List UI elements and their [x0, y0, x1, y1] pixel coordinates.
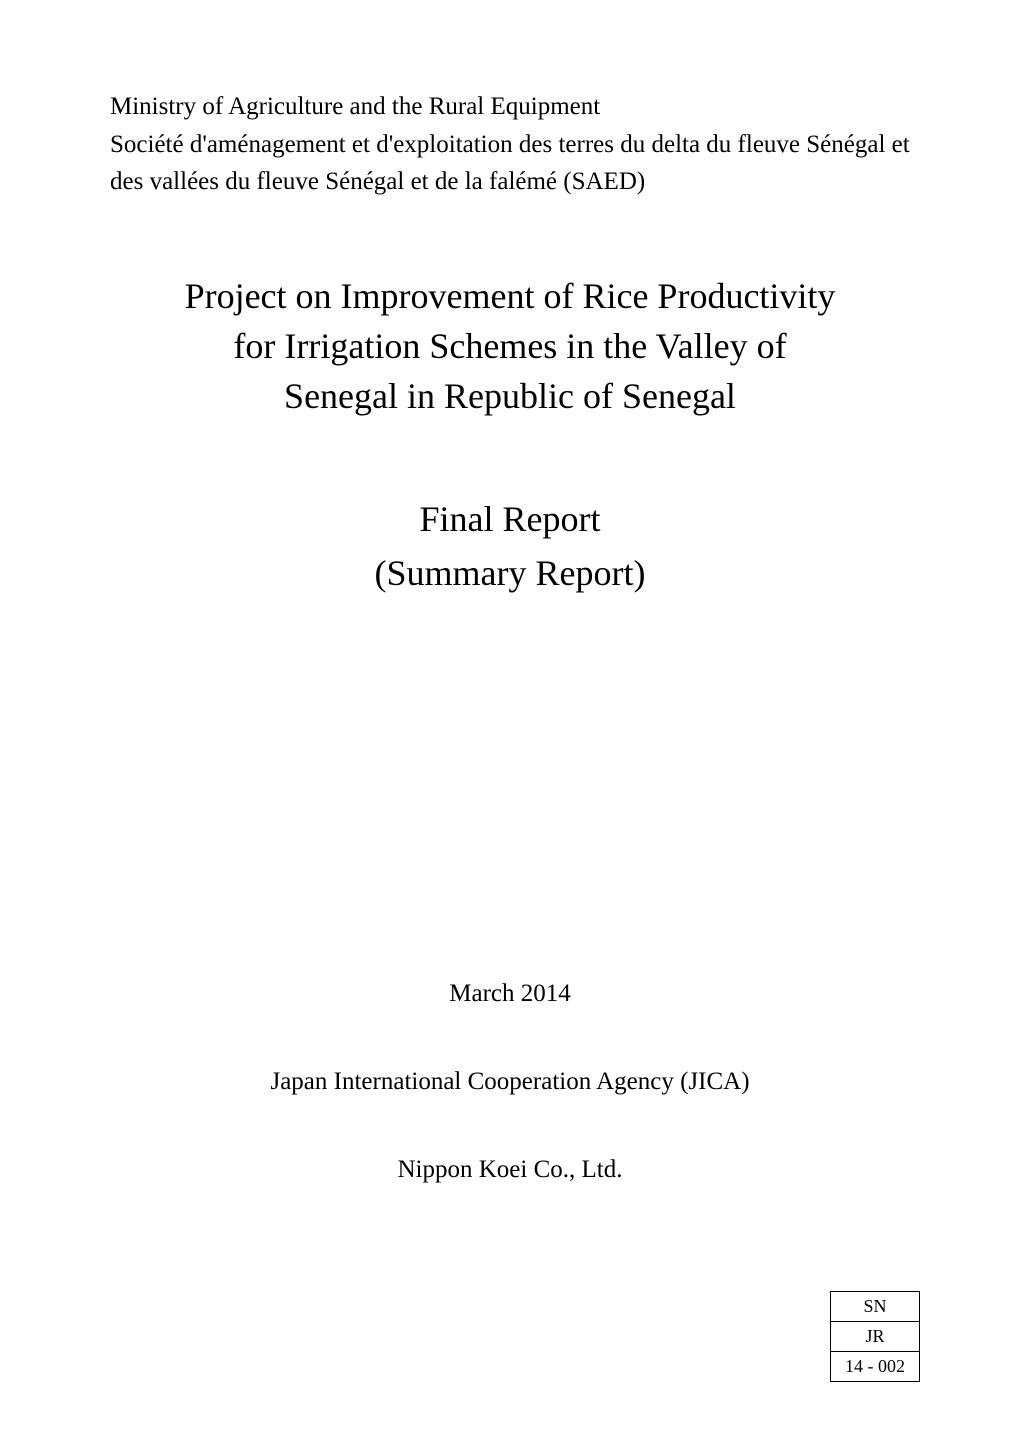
document-code-box: SN JR 14 - 002 [830, 1291, 920, 1382]
title-line-1: Project on Improvement of Rice Productiv… [185, 276, 836, 316]
document-subtitle: Final Report (Summary Report) [110, 492, 910, 600]
organization-name: Société d'aménagement et d'exploitation … [110, 131, 910, 196]
code-row-1: SN [831, 1292, 920, 1322]
subtitle-line-1: Final Report [420, 499, 601, 539]
code-row-3: 14 - 002 [831, 1352, 920, 1382]
subtitle-line-2: (Summary Report) [375, 553, 646, 593]
document-date: March 2014 [110, 980, 910, 1008]
title-line-2: for Irrigation Schemes in the Valley of [233, 326, 786, 366]
code-row-2: JR [831, 1322, 920, 1352]
agency-name: Japan International Cooperation Agency (… [110, 1068, 910, 1096]
document-header: Ministry of Agriculture and the Rural Eq… [110, 88, 910, 201]
ministry-name: Ministry of Agriculture and the Rural Eq… [110, 93, 600, 120]
title-line-3: Senegal in Republic of Senegal [284, 376, 736, 416]
company-name: Nippon Koei Co., Ltd. [110, 1156, 910, 1184]
document-title: Project on Improvement of Rice Productiv… [110, 271, 910, 422]
